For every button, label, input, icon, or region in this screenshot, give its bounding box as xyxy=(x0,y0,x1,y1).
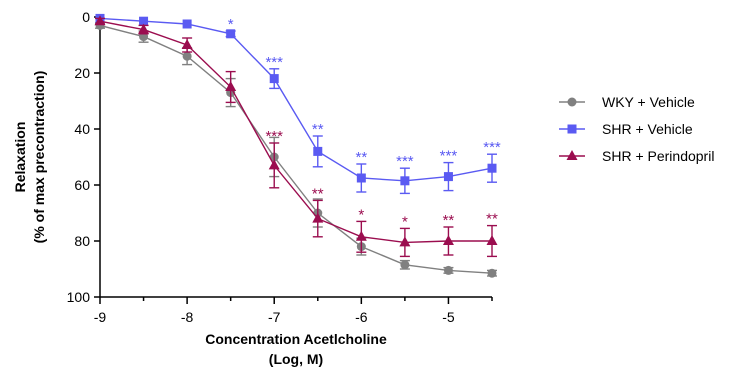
data-point xyxy=(443,265,453,275)
data-point xyxy=(182,19,192,29)
significance-label: *** xyxy=(396,153,414,170)
data-point xyxy=(356,173,366,183)
data-point xyxy=(138,23,150,34)
legend-label: SHR + Vehicle xyxy=(602,121,693,137)
x-axis-ticks: -9 -8 -7 -6 -5 xyxy=(94,297,493,325)
significance-label: *** xyxy=(265,54,283,71)
significance-label: ** xyxy=(355,149,367,166)
data-point xyxy=(181,39,193,49)
legend-item: SHR + Perindopril xyxy=(559,148,714,164)
legend-label: WKY + Vehicle xyxy=(602,94,695,110)
data-point xyxy=(225,81,237,91)
legend-item: SHR + Vehicle xyxy=(559,121,693,137)
significance-label: * xyxy=(228,16,234,33)
legend-marker xyxy=(567,124,577,134)
data-point xyxy=(313,146,323,156)
data-point xyxy=(269,74,279,84)
significance-label: *** xyxy=(440,148,458,165)
x-tick-label: -9 xyxy=(94,309,107,325)
series-triangle: ****** * ** ** xyxy=(94,15,498,258)
data-point xyxy=(226,29,236,39)
legend-marker xyxy=(566,150,578,160)
data-point xyxy=(139,16,149,26)
y-tick-label: 100 xyxy=(67,289,91,305)
data-point xyxy=(443,172,453,182)
x-axis-title-line-1: Concentration Acetlcholine xyxy=(205,331,387,347)
y-tick-label: 20 xyxy=(74,65,90,81)
series-line xyxy=(99,24,493,274)
x-axis-title-line-2: (Log, M) xyxy=(269,351,323,367)
legend-marker xyxy=(567,97,577,107)
data-point xyxy=(268,159,280,170)
data-point xyxy=(355,230,367,241)
x-tick-label: -7 xyxy=(268,309,281,325)
series-line xyxy=(99,17,493,182)
significance-label: ** xyxy=(312,121,324,138)
y-tick-label: 60 xyxy=(74,177,90,193)
legend: WKY + Vehicle SHR + Vehicle SHR + Perindop… xyxy=(559,94,714,164)
data-point xyxy=(487,163,497,173)
x-tick-label: -5 xyxy=(442,309,455,325)
y-tick-label: 40 xyxy=(74,121,90,137)
series-circle xyxy=(95,20,497,278)
significance-label: *** xyxy=(265,128,283,145)
data-point xyxy=(94,15,106,26)
significance-label: *** xyxy=(483,139,501,156)
significance-label: ** xyxy=(486,211,498,228)
series-square: ******** *** *** *** xyxy=(95,13,501,195)
y-tick-label: 80 xyxy=(74,233,90,249)
axes xyxy=(99,16,492,298)
significance-label: ** xyxy=(312,185,324,202)
data-point xyxy=(312,212,324,223)
y-tick-label: 0 xyxy=(82,9,90,25)
data-point xyxy=(487,268,497,278)
legend-label: SHR + Perindopril xyxy=(602,148,714,164)
y-axis-title-line-2: (% of max precontraction) xyxy=(31,71,47,244)
series-line xyxy=(99,20,492,244)
data-point xyxy=(400,176,410,186)
legend-item: WKY + Vehicle xyxy=(559,94,695,110)
significance-label: * xyxy=(402,213,408,230)
data-point xyxy=(399,236,411,247)
data-point xyxy=(400,260,410,270)
x-tick-label: -6 xyxy=(355,309,368,325)
y-axis-ticks: 0 20 40 60 80 100 xyxy=(67,9,100,305)
plot-area: ******** *** *** ********* * ** ** xyxy=(94,13,501,278)
data-point xyxy=(182,51,192,61)
x-tick-label: -8 xyxy=(181,309,194,325)
significance-label: ** xyxy=(443,212,455,229)
y-axis-title-line-1: Relaxation xyxy=(12,122,28,193)
significance-label: * xyxy=(358,206,364,223)
data-point xyxy=(442,235,454,245)
data-point xyxy=(486,235,498,245)
